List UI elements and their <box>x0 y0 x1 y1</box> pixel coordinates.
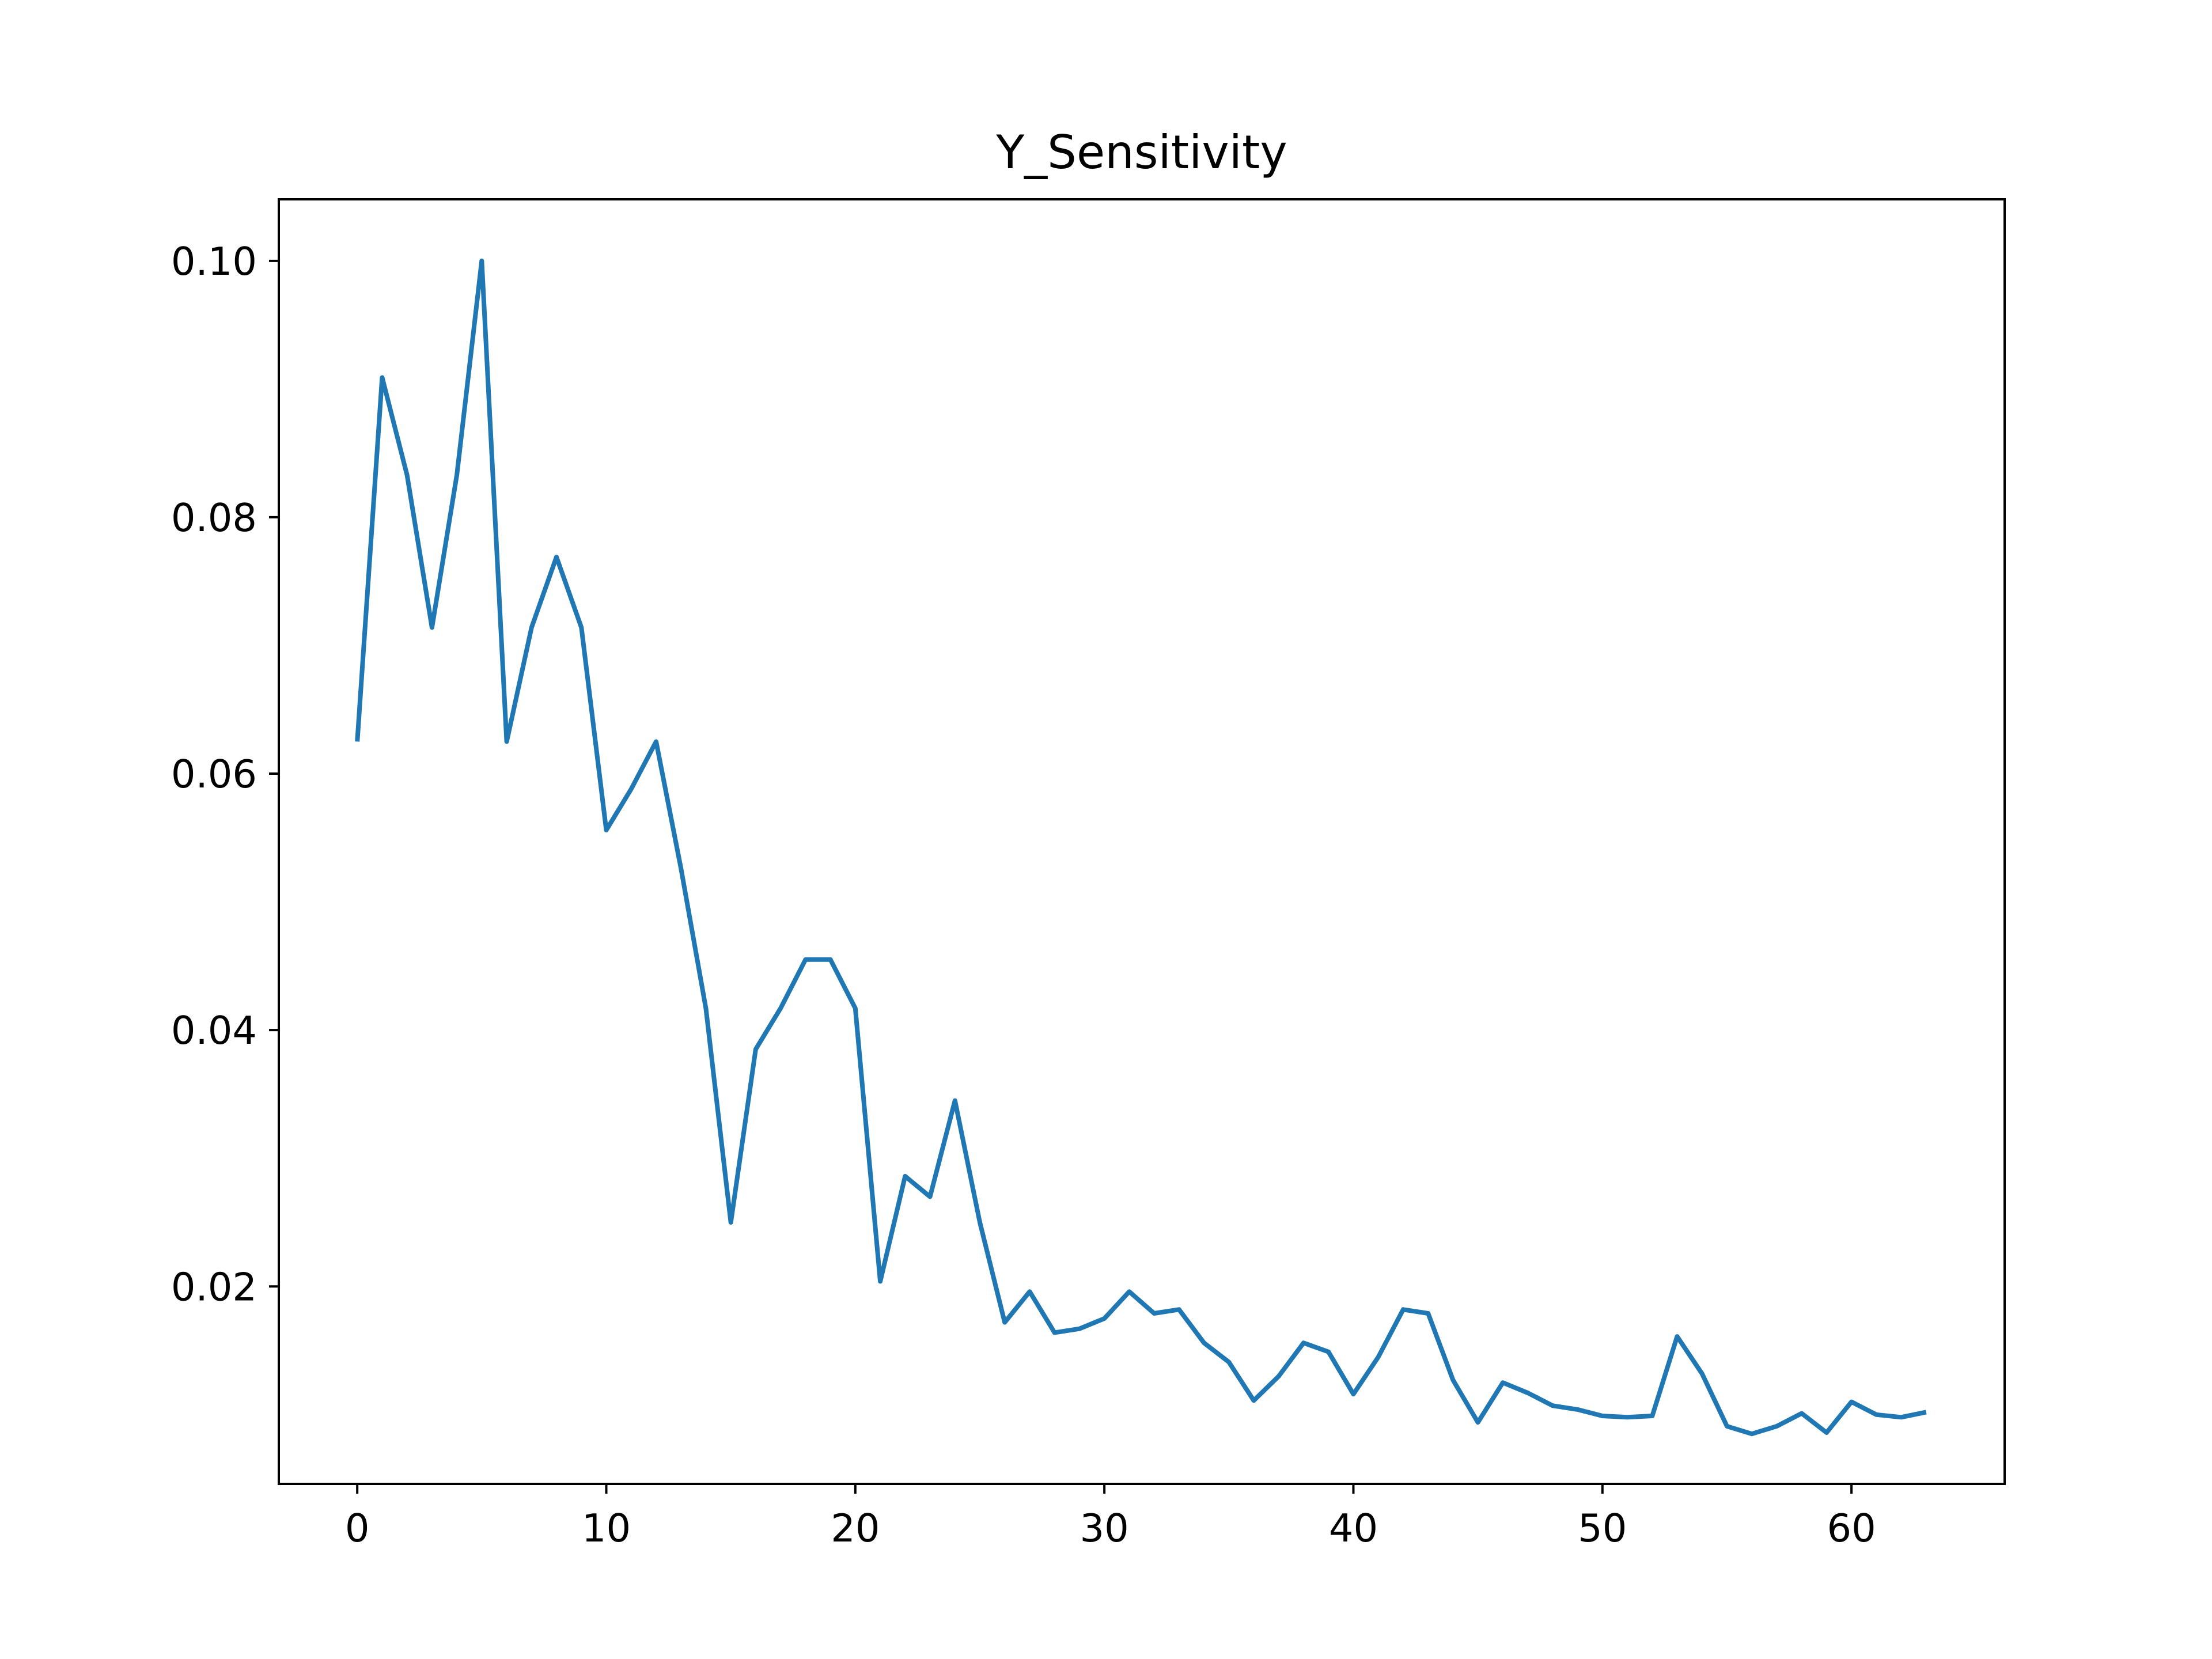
y-tick-label: 0.02 <box>171 1264 257 1309</box>
x-tick-label: 20 <box>831 1506 880 1551</box>
x-tick-label: 50 <box>1578 1506 1627 1551</box>
y-tick-label: 0.04 <box>171 1008 257 1053</box>
x-tick-label: 60 <box>1827 1506 1876 1551</box>
y-tick-label: 0.06 <box>171 752 257 797</box>
x-tick-label: 0 <box>345 1506 370 1551</box>
y-axis: 0.02 0.04 0.06 0.08 0.10 <box>171 239 279 1309</box>
y-tick-label: 0.08 <box>171 495 257 540</box>
x-tick-label: 30 <box>1080 1506 1129 1551</box>
y-tick-label: 0.10 <box>171 239 257 284</box>
x-axis: 0 10 20 30 40 50 60 <box>345 1484 1876 1551</box>
x-tick-label: 10 <box>582 1506 631 1551</box>
chart-title: Y_Sensitivity <box>995 126 1287 179</box>
series-line <box>355 258 1927 1437</box>
x-tick-label: 40 <box>1329 1506 1378 1551</box>
plot-area-frame <box>278 198 2006 1485</box>
